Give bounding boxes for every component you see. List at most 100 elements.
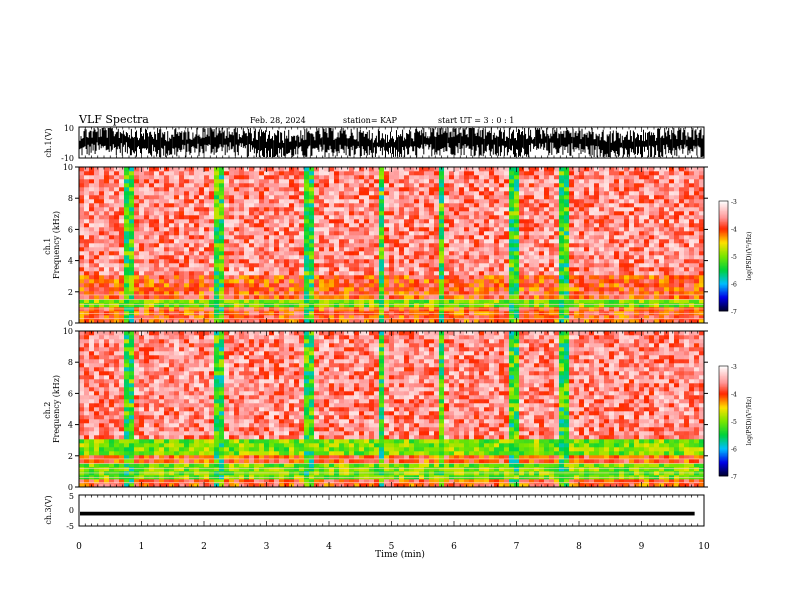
ch2-spectrogram-cell [79, 343, 85, 348]
ch1-spectrogram-cell [564, 291, 570, 296]
ch1-spectrogram-cell [444, 235, 450, 240]
ch1-spectrogram-cell [334, 203, 340, 208]
ch1-spectrogram-cell [604, 299, 610, 304]
ch1-spectrogram-cell [89, 231, 95, 236]
ch1-spectrogram-cell [584, 187, 590, 192]
ch1-spectrogram-cell [649, 167, 655, 172]
ch1-spectrogram-cell [459, 255, 465, 260]
ch1-spectrogram-cell [614, 191, 620, 196]
ch1-spectrogram-cell [514, 171, 520, 176]
ch1-spectrogram-cell [474, 279, 480, 284]
ch1-spectrogram-cell [424, 259, 430, 264]
ch1-spectrogram-cell [529, 195, 535, 200]
ch1-spectrogram-cell [314, 183, 320, 188]
ch1-spectrogram-cell [414, 203, 420, 208]
ch1-spectrogram-cell [469, 311, 475, 316]
ch1-spectrogram-cell [339, 231, 345, 236]
ch1-spectrogram-cell [424, 231, 430, 236]
ch1-spectrogram-cell [669, 195, 675, 200]
ch1-spectrogram-cell [174, 179, 180, 184]
ch1-spectrogram-cell [314, 203, 320, 208]
ch1-spectrogram-cell [144, 315, 150, 320]
ch1-spectrogram-cell [579, 191, 585, 196]
ch1-spectrogram-cell [109, 247, 115, 252]
ch1-spectrogram-cell [369, 263, 375, 268]
ch1-spectrogram-cell [194, 195, 200, 200]
ch2-spectrogram-cell [79, 379, 85, 384]
ch1-spectrogram-cell [549, 287, 555, 292]
ch1-spectrogram-cell [439, 171, 445, 176]
ch1-spectrogram-cell [329, 223, 335, 228]
ch1-spectrogram-cell [664, 263, 670, 268]
ch1-spectrogram-cell [564, 251, 570, 256]
ch1-spectrogram-cell [224, 271, 230, 276]
ch1-spectrogram-cell [494, 319, 500, 324]
ch1-spectrogram-cell [249, 283, 255, 288]
ch1-spectrogram-cell [159, 171, 165, 176]
ch1-spectrogram-cell [304, 227, 310, 232]
ch1-spectrogram-cell [269, 171, 275, 176]
ch1-spectrogram-cell [579, 235, 585, 240]
ch1-spectrogram-cell [454, 271, 460, 276]
ch1-spectrogram-cell [304, 247, 310, 252]
ch1-spectrogram-cell [689, 187, 695, 192]
ch1-spectrogram-cell [629, 187, 635, 192]
ch1-spectrogram-cell [249, 267, 255, 272]
ch1-spectrogram-cell [144, 203, 150, 208]
ch1-spectrogram-cell [89, 183, 95, 188]
ch1-spectrogram-cell [509, 271, 515, 276]
ch1-spectrogram-cell [464, 243, 470, 248]
ch1-spectrogram-cell [164, 251, 170, 256]
ch1-spectrogram-cell [189, 279, 195, 284]
ch1-spectrogram-cell [329, 187, 335, 192]
ch1-spectrogram-cell [484, 179, 490, 184]
ch1-spectrogram-cell [539, 243, 545, 248]
ch1-spectrogram-cell [119, 195, 125, 200]
ch1-spectrogram-cell [479, 251, 485, 256]
ch1-spectrogram-cell [569, 251, 575, 256]
ch1-spectrogram-cell [689, 259, 695, 264]
ch1-spectrogram-cell [299, 295, 305, 300]
ch1-spectrogram-cell [474, 299, 480, 304]
ch1-spectrogram-cell [629, 215, 635, 220]
ch1-spectrogram-cell [199, 203, 205, 208]
ch1-spectrogram-cell [609, 263, 615, 268]
ch1-spectrogram-cell [319, 271, 325, 276]
ch1-spectrogram-cell [339, 271, 345, 276]
ch1-spectrogram-cell [489, 215, 495, 220]
ch1-spectrogram-cell [224, 275, 230, 280]
ch1-spectrogram-cell [124, 279, 130, 284]
ch1-spectrogram-cell [469, 215, 475, 220]
ch1-spectrogram-cell [559, 215, 565, 220]
ch1-spectrogram-cell [379, 227, 385, 232]
ch1-spectrogram-cell [234, 287, 240, 292]
ch1-spectrogram-cell [329, 171, 335, 176]
ch1-spectrogram-cell [684, 219, 690, 224]
ch1-spectrogram-cell [274, 211, 280, 216]
ch1-spectrogram-cell [139, 283, 145, 288]
ch1-spectrogram-cell [204, 291, 210, 296]
ch1-spectrogram-cell [474, 183, 480, 188]
ch2-spectrogram-cell [84, 399, 90, 404]
ch1-spectrogram-cell [384, 255, 390, 260]
ch1-spectrogram-cell [524, 203, 530, 208]
ch1-spectrogram-cell [459, 167, 465, 172]
ch1-spectrogram-cell [579, 315, 585, 320]
ch1-spectrogram-cell [214, 283, 220, 288]
ch1-spectrogram-cell [569, 311, 575, 316]
ch1-spectrogram-cell [129, 239, 135, 244]
ch1-spectrogram-cell [244, 211, 250, 216]
ch1-spectrogram-cell [174, 259, 180, 264]
ch1-spectrogram-cell [234, 291, 240, 296]
ch1-spectrogram-cell [214, 227, 220, 232]
ch1-spectrogram-cell [619, 191, 625, 196]
ch1-spectrogram-cell [284, 187, 290, 192]
ch1-spectrogram-cell [409, 167, 415, 172]
ch1-spectrogram-cell [629, 283, 635, 288]
ch1-spectrogram-cell [599, 319, 605, 324]
ch1-spectrogram-cell [164, 299, 170, 304]
ch1-spectrogram-cell [324, 287, 330, 292]
ch1-spectrogram-cell [434, 267, 440, 272]
ch1-spectrogram-cell [139, 247, 145, 252]
ch1-spectrogram-cell [599, 175, 605, 180]
